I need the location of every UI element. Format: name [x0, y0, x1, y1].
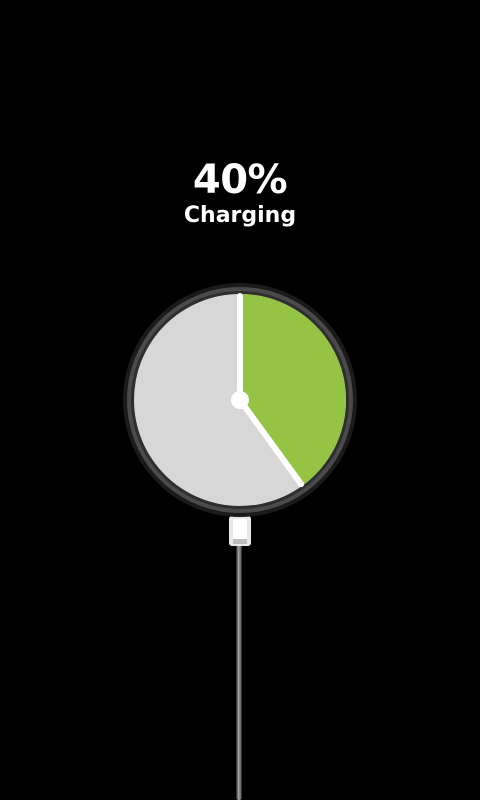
- charging-state-label: Charging: [183, 203, 297, 228]
- charger-cable-highlight: [238, 540, 240, 800]
- charger-plug-icon: [229, 516, 251, 546]
- gauge-hub: [231, 391, 249, 409]
- battery-percent: 40%: [192, 157, 288, 203]
- battery-status: 40% Charging: [0, 156, 480, 230]
- gauge-charged-wedge: [240, 294, 347, 486]
- gauge-level-hand: [237, 397, 305, 488]
